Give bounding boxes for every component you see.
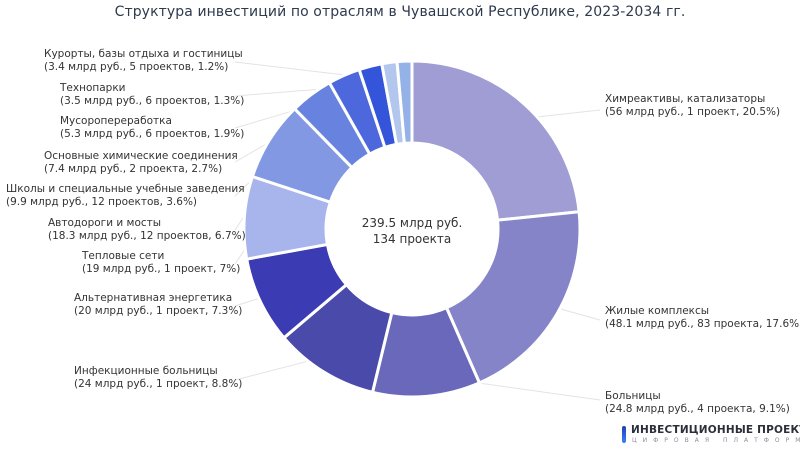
label-detail: (56 млрд руб., 1 проект, 20.5%): [605, 106, 781, 118]
logo-bar-icon: [622, 426, 626, 443]
label-name: Мусоропереработка: [60, 115, 172, 127]
chart-title: Структура инвестиций по отраслям в Чуваш…: [114, 4, 686, 20]
label-avtodorogi: Автодороги и мосты (18.3 млрд руб., 12 п…: [48, 217, 246, 243]
label-detail: (3.5 млрд руб., 6 проектов, 1.3%): [60, 95, 245, 107]
donut-slice: [395, 59, 414, 145]
label-bolnitsy: Больницы (24.8 млрд руб., 4 проекта, 9.1…: [605, 390, 790, 416]
label-tekhnoparki: Технопарки (3.5 млрд руб., 6 проектов, 1…: [60, 82, 244, 108]
label-detail: (5.3 млрд руб., 6 проектов, 1.9%): [60, 128, 245, 140]
label-name: Химреактивы, катализаторы: [605, 93, 766, 105]
label-shkoly: Школы и специальные учебные заведения (9…: [6, 183, 245, 209]
label-name: Основные химические соединения: [44, 150, 238, 162]
label-kurorty: Курорты, базы отдыха и гостиницы (3.4 мл…: [44, 48, 243, 74]
label-alt-energetika: Альтернативная энергетика (20 млрд руб.,…: [74, 292, 242, 318]
label-detail: (24 млрд руб., 1 проект, 8.8%): [74, 378, 243, 390]
donut-slices: [242, 59, 582, 399]
label-name: Инфекционные больницы: [74, 365, 218, 377]
label-name: Курорты, базы отдыха и гостиницы: [44, 48, 243, 60]
center-total-value: 239.5 млрд руб.: [361, 216, 463, 230]
label-name: Школы и специальные учебные заведения: [6, 183, 245, 195]
logo-subtitle: ЦИФРОВАЯ ПЛАТФОРМА: [632, 437, 800, 444]
brand-logo: ИНВЕСТИЦИОННЫЕ ПРОЕКТЫ ЦИФРОВАЯ ПЛАТФОРМ…: [622, 424, 800, 448]
label-zhilye-kompleksy: Жилые комплексы (48.1 млрд руб., 83 прое…: [605, 305, 800, 331]
label-name: Тепловые сети: [82, 250, 165, 262]
label-detail: (18.3 млрд руб., 12 проектов, 6.7%): [48, 230, 246, 242]
donut-slice: [410, 59, 581, 222]
label-detail: (24.8 млрд руб., 4 проекта, 9.1%): [605, 403, 790, 415]
label-name: Альтернативная энергетика: [74, 292, 233, 304]
donut-center-label: 239.5 млрд руб. 134 проекта: [332, 215, 492, 247]
label-name: Технопарки: [60, 82, 126, 94]
label-detail: (7.4 млрд руб., 2 проекта, 2.7%): [44, 163, 223, 175]
label-detail: (3.4 млрд руб., 5 проектов, 1.2%): [44, 61, 229, 73]
label-name: Больницы: [605, 390, 661, 402]
label-detail: (9.9 млрд руб., 12 проектов, 3.6%): [6, 196, 198, 208]
donut-slice: [444, 210, 582, 385]
logo-title: ИНВЕСТИЦИОННЫЕ ПРОЕКТЫ: [631, 424, 800, 436]
label-name: Жилые комплексы: [605, 305, 710, 317]
label-infek-bolnitsy: Инфекционные больницы (24 млрд руб., 1 п…: [74, 365, 242, 391]
label-detail: (19 млрд руб., 1 проект, 7%): [82, 263, 241, 275]
center-project-count: 134 проекта: [372, 232, 452, 246]
label-musoropererabotka: Мусоропереработка (5.3 млрд руб., 6 прое…: [60, 115, 244, 141]
label-teplovye-seti: Тепловые сети (19 млрд руб., 1 проект, 7…: [82, 250, 240, 276]
label-detail: (48.1 млрд руб., 83 проекта, 17.6%): [605, 318, 800, 330]
label-khimreaktivy: Химреактивы, катализаторы (56 млрд руб.,…: [605, 93, 780, 119]
label-detail: (20 млрд руб., 1 проект, 7.3%): [74, 305, 243, 317]
label-name: Автодороги и мосты: [48, 217, 162, 229]
label-osnovnye-khim: Основные химические соединения (7.4 млрд…: [44, 150, 238, 176]
